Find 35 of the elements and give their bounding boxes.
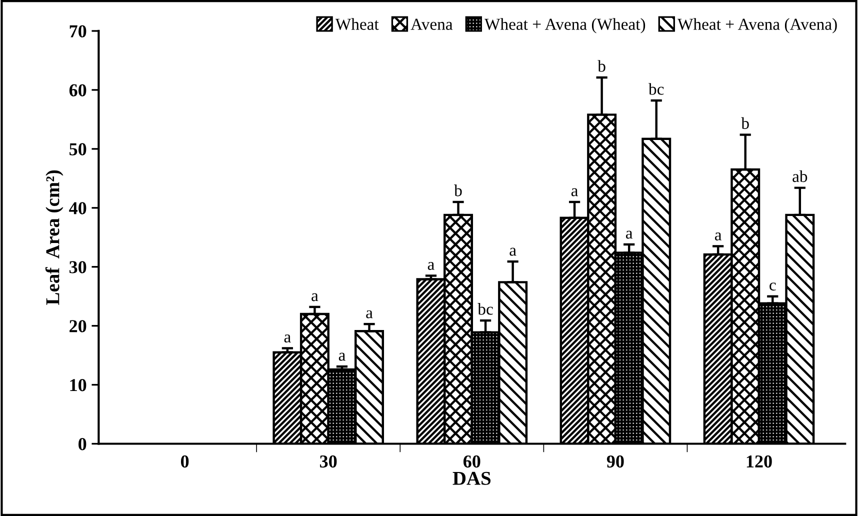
y-tick-label: 70 — [70, 25, 86, 38]
y-tick-label: 40 — [69, 202, 86, 214]
data-label: c — [770, 282, 776, 291]
y-tick-label: 0 — [78, 438, 86, 450]
data-label: ab — [792, 170, 808, 182]
data-label: a — [312, 293, 318, 302]
data-label: bc — [648, 83, 664, 95]
y-tick-label: 60 — [69, 84, 86, 96]
x-tick-label: 60 — [463, 455, 480, 468]
legend-label: Wheat + Avena (Avena) — [677, 18, 837, 34]
data-label: a — [428, 262, 434, 270]
data-label: a — [338, 352, 346, 361]
x-tick-label: 90 — [606, 455, 624, 468]
y-tick-label: 50 — [70, 143, 86, 156]
data-label: b — [741, 117, 749, 130]
data-label: a — [366, 310, 373, 318]
data-label: a — [714, 232, 722, 240]
data-label: bc — [478, 303, 493, 315]
legend-label: Wheat + Avena (Wheat) — [484, 18, 646, 34]
legend-label: Avena — [410, 18, 453, 30]
y-tick-label: 30 — [69, 261, 86, 274]
data-label: a — [571, 188, 578, 196]
x-tick-label: 120 — [746, 455, 772, 468]
y-tick-label: 20 — [70, 320, 86, 332]
data-label: b — [454, 184, 462, 196]
x-tick-label: 0 — [180, 455, 189, 468]
data-label: a — [284, 334, 291, 342]
data-label: a — [510, 248, 516, 256]
data-label: b — [598, 60, 606, 72]
y-axis-title: Leaf Area (cm²) — [45, 170, 64, 305]
x-tick-label: 30 — [320, 455, 337, 468]
x-axis-title: DAS — [452, 472, 491, 485]
data-label: a — [626, 230, 633, 239]
y-tick-label: 10 — [70, 379, 86, 392]
legend-label: Wheat — [335, 18, 379, 30]
